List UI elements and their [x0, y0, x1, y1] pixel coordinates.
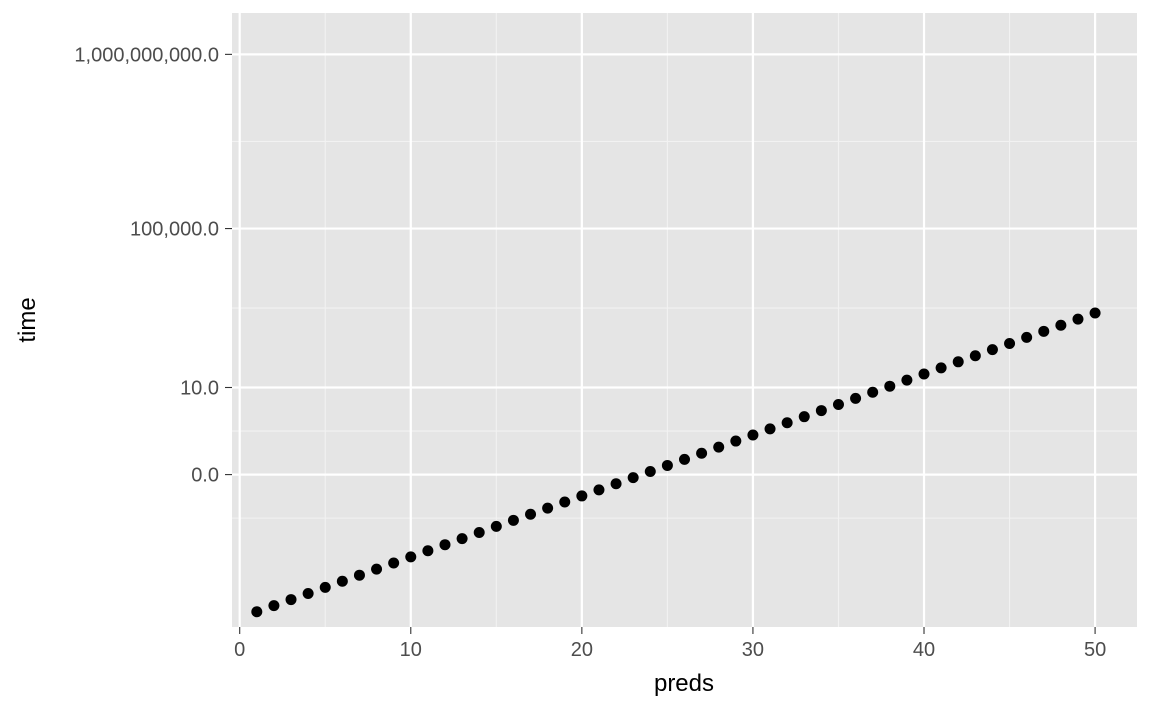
minor-gridlines	[232, 13, 1137, 627]
data-point	[901, 374, 913, 386]
data-point	[832, 398, 844, 410]
plot-panel	[232, 13, 1137, 627]
data-point	[507, 514, 519, 526]
data-point	[576, 490, 588, 502]
data-point	[371, 563, 383, 575]
data-point	[952, 356, 964, 368]
data-point	[713, 441, 725, 453]
x-axis: 0 10 20 30 40 50	[234, 627, 1106, 661]
x-tick-label: 0	[234, 639, 245, 661]
x-axis-title: preds	[654, 670, 714, 697]
data-point	[627, 472, 639, 484]
data-point	[644, 466, 656, 478]
data-point	[764, 423, 776, 435]
y-tick-label: 0.0	[191, 465, 219, 487]
data-point	[268, 600, 280, 612]
x-tick-label: 40	[913, 639, 935, 661]
data-point	[730, 435, 742, 447]
data-point	[935, 362, 947, 374]
data-point	[405, 551, 417, 563]
data-point	[353, 569, 365, 581]
data-point	[302, 587, 314, 599]
data-point	[559, 496, 571, 508]
data-point	[593, 484, 605, 496]
data-point	[542, 502, 554, 514]
data-point	[610, 478, 622, 490]
data-point	[336, 575, 348, 587]
data-point	[473, 527, 485, 539]
y-tick-label: 1,000,000,000.0	[74, 44, 219, 66]
data-point	[747, 429, 759, 441]
data-point	[422, 545, 434, 557]
data-point	[918, 368, 930, 380]
data-point	[251, 606, 263, 618]
data-point	[696, 447, 708, 459]
data-point	[781, 417, 793, 429]
data-point	[525, 508, 537, 520]
data-point	[319, 581, 331, 593]
data-point	[439, 539, 451, 551]
data-point	[986, 344, 998, 356]
data-point	[969, 350, 981, 362]
data-point	[1089, 307, 1101, 319]
data-point	[490, 520, 502, 532]
data-points	[251, 307, 1101, 618]
data-point	[661, 459, 673, 471]
y-axis: 0.0 10.0 100,000.0 1,000,000,000.0	[74, 44, 232, 487]
data-point	[388, 557, 400, 569]
data-point	[1038, 325, 1050, 337]
data-point	[798, 411, 810, 423]
data-point	[1072, 313, 1084, 325]
data-point	[1021, 331, 1033, 343]
data-point	[1055, 319, 1067, 331]
y-tick-label: 100,000.0	[130, 219, 219, 241]
y-axis-title: time	[14, 297, 41, 342]
data-point	[850, 392, 862, 404]
x-tick-label: 50	[1084, 639, 1106, 661]
data-point	[815, 405, 827, 417]
x-tick-label: 20	[571, 639, 593, 661]
x-tick-label: 30	[742, 639, 764, 661]
major-gridlines	[232, 13, 1137, 627]
data-point	[867, 386, 879, 398]
data-point	[679, 453, 690, 465]
data-point	[1004, 338, 1016, 350]
data-point	[456, 533, 468, 545]
data-point	[285, 594, 297, 606]
data-point	[884, 380, 896, 392]
x-tick-label: 10	[400, 639, 422, 661]
y-tick-label: 10.0	[180, 377, 219, 399]
